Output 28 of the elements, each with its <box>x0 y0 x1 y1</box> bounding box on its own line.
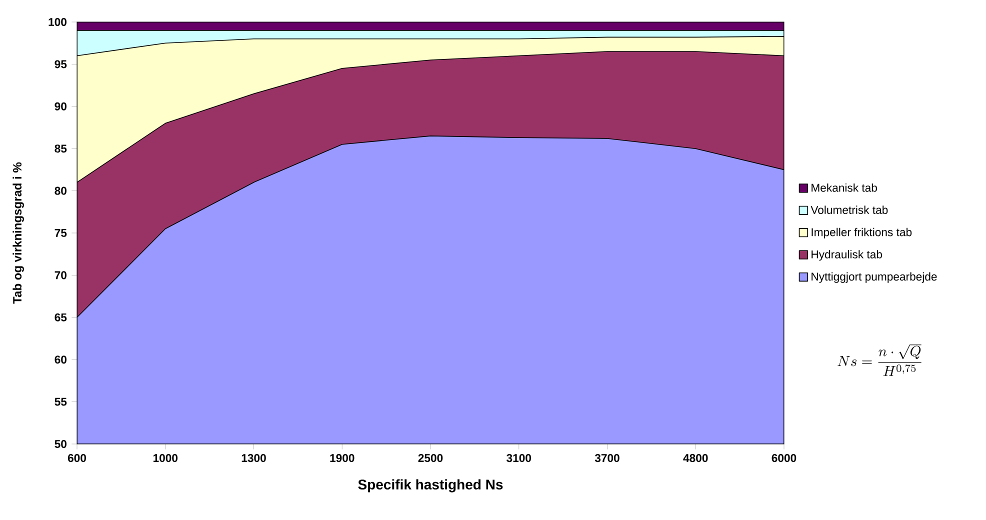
legend-label: Mekanisk tab <box>812 183 877 192</box>
x-tick-label: 1000 <box>153 454 178 462</box>
x-tick-label: 3700 <box>594 454 620 462</box>
x-tick-label: 3100 <box>506 454 532 462</box>
y-tick-label: 50 <box>54 440 66 448</box>
y-tick-label: 85 <box>54 144 67 153</box>
y-tick-label: 75 <box>54 229 67 237</box>
y-tick-label: 90 <box>54 102 66 110</box>
legend-label: Volumetrisk tab <box>810 206 888 214</box>
x-tick-label: 6000 <box>772 454 796 462</box>
legend-label: Nyttiggjort pumpearbejde <box>812 272 937 283</box>
y-tick-label: 70 <box>54 271 66 280</box>
y-axis-title: Tab og virkningsgrad i % <box>12 162 24 304</box>
y-tick-label: 80 <box>54 186 66 195</box>
x-tick-label: 600 <box>68 454 86 462</box>
text: $Ns=\frac{n\cdot\sqrt{Q}}{H^{0,75}}$ <box>838 344 922 376</box>
y-tick-label: 60 <box>54 356 66 364</box>
x-axis-title: Specifik hastighed Ns <box>358 479 503 492</box>
x-tick-label: 1300 <box>242 454 266 462</box>
y-tick-label: 55 <box>54 398 67 406</box>
y-tick-label: 65 <box>54 313 67 322</box>
x-tick-label: 4800 <box>683 454 708 462</box>
x-tick-label: 2500 <box>418 454 443 462</box>
y-tick-label: 95 <box>54 60 67 68</box>
legend-label: Hydraulisk tab <box>812 250 882 261</box>
y-tick-label: 100 <box>48 18 66 26</box>
x-tick-label: 1900 <box>330 454 354 462</box>
legend-label: Impeller friktions tab <box>812 228 912 238</box>
